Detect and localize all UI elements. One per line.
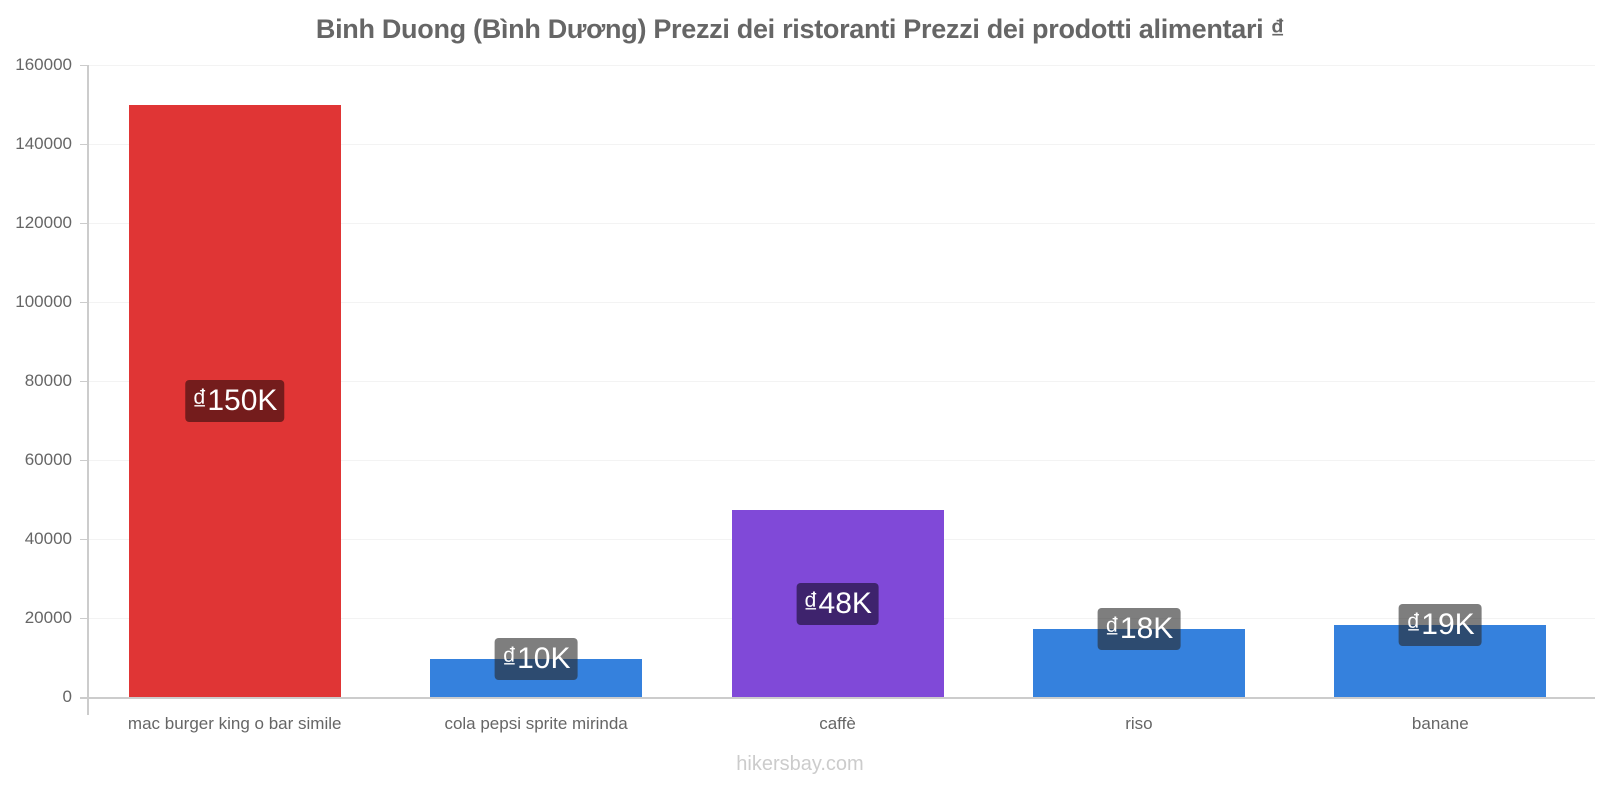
gridline: [88, 381, 1595, 382]
bar-value-label: ₫18K: [1097, 607, 1181, 650]
y-tick-label: 60000: [24, 450, 72, 469]
x-category-label: cola pepsi sprite mirinda: [444, 714, 628, 733]
bar-value-label: ₫19K: [1398, 603, 1482, 646]
gridline: [88, 65, 1595, 66]
bar-value-label: ₫150K: [184, 379, 285, 422]
x-category-label: banane: [1411, 714, 1469, 733]
y-tick-mark: [80, 302, 88, 303]
y-tick-mark: [80, 618, 88, 619]
x-axis-line: [80, 697, 1595, 699]
y-tick-label: 100000: [15, 292, 72, 311]
y-tick-label: 140000: [15, 134, 72, 153]
x-category-label: riso: [1125, 714, 1153, 733]
y-tick-mark: [80, 381, 88, 382]
x-category-label: caffè: [819, 714, 856, 733]
y-tick-mark: [80, 223, 88, 224]
y-tick-label: 40000: [24, 529, 72, 548]
y-tick-label: 160000: [15, 55, 72, 74]
chart-title: Binh Duong (Bình Dương) Prezzi dei risto…: [315, 14, 1285, 44]
y-axis-line: [87, 65, 89, 715]
gridline: [88, 460, 1595, 461]
plot-area: ₫150K ₫10K ₫48K ₫18K ₫19K: [88, 65, 1595, 698]
y-tick-label: 0: [62, 687, 72, 706]
bar-value-label: ₫48K: [796, 582, 879, 625]
x-category-label: mac burger king o bar simile: [127, 714, 342, 733]
y-tick-label: 20000: [24, 608, 72, 627]
y-tick-mark: [80, 460, 88, 461]
bar-value-label: ₫10K: [494, 637, 578, 680]
gridline: [88, 223, 1595, 224]
y-tick-label: 80000: [24, 371, 72, 390]
y-tick-label: 120000: [15, 213, 72, 232]
y-tick-mark: [80, 144, 88, 145]
gridline: [88, 302, 1595, 303]
y-tick-mark: [80, 65, 88, 66]
y-tick-mark: [80, 539, 88, 540]
gridline: [88, 144, 1595, 145]
footer-watermark: hikersbay.com: [736, 753, 864, 775]
